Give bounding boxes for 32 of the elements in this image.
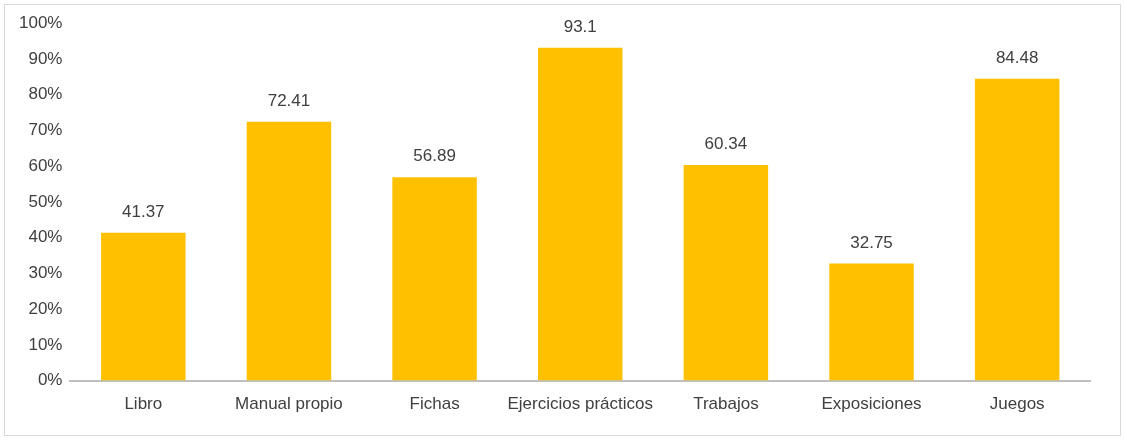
y-tick-label: 80%: [28, 84, 63, 104]
x-tick-label: Trabajos: [693, 394, 759, 414]
data-label: 72.41: [267, 90, 311, 110]
bar: [246, 121, 332, 381]
x-tick-label: Libro: [124, 394, 163, 414]
y-tick-label: 20%: [28, 298, 63, 318]
y-tick-label: 10%: [28, 334, 63, 354]
y-tick-label: 30%: [28, 263, 63, 283]
data-label: 60.34: [704, 134, 748, 154]
y-tick-label: 50%: [28, 191, 63, 211]
bar: [538, 47, 623, 381]
x-tick-label: Exposiciones: [821, 394, 922, 414]
bar: [829, 263, 914, 381]
x-tick-label: Juegos: [989, 394, 1045, 414]
y-tick-label: 40%: [28, 227, 63, 247]
data-label: 56.89: [413, 146, 456, 166]
y-tick-label: 90%: [28, 48, 63, 68]
bar: [683, 164, 769, 381]
y-tick-label: 100%: [19, 12, 63, 32]
data-label: 84.48: [995, 47, 1039, 67]
data-label: 93.1: [563, 17, 597, 37]
bar: [974, 78, 1060, 381]
data-label: 41.37: [122, 201, 165, 221]
x-tick-label: Manual propio: [235, 394, 343, 414]
y-tick-label: 70%: [28, 120, 63, 140]
bar: [101, 232, 186, 381]
y-tick-label: 0%: [37, 370, 63, 390]
x-tick-label: Ejercicios prácticos: [507, 394, 653, 414]
bar: [392, 177, 477, 381]
x-tick-label: Fichas: [409, 394, 460, 414]
data-label: 32.75: [850, 232, 893, 252]
y-tick-label: 60%: [28, 155, 63, 175]
